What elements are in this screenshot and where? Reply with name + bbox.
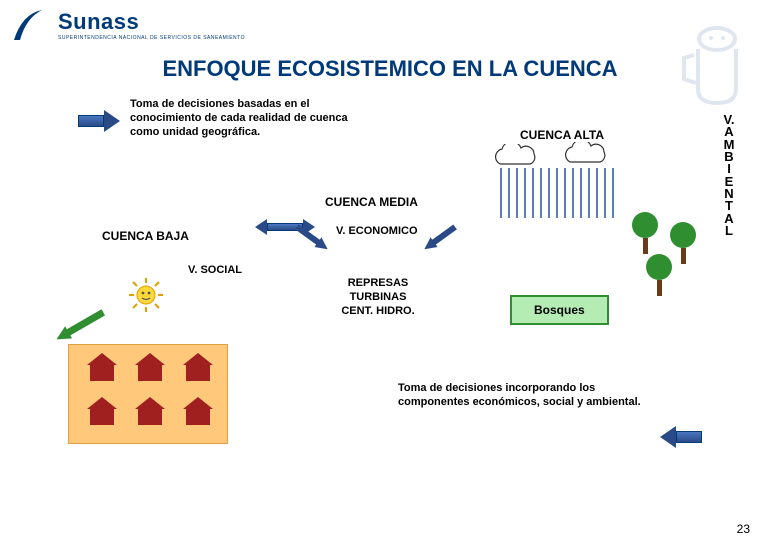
cloud-left [490, 144, 544, 170]
tree-icon [670, 222, 696, 264]
label-cuenca-alta: CUENCA ALTA [520, 128, 604, 142]
label-cuenca-media: CUENCA MEDIA [325, 195, 418, 209]
diagram: Toma de decisiones basadas en el conocim… [0, 82, 780, 542]
tree-icon [632, 212, 658, 254]
village [68, 344, 228, 444]
arrow-diag-2 [420, 220, 464, 259]
sun-icon [128, 277, 164, 313]
label-v-economico: V. ECONOMICO [336, 225, 418, 237]
rain-icon [500, 168, 614, 218]
arrow-intro [78, 110, 120, 132]
page-title: ENFOQUE ECOSISTEMICO EN LA CUENCA [0, 56, 780, 82]
intro-text: Toma de decisiones basadas en el conocim… [130, 98, 380, 139]
cloud-right [560, 142, 614, 168]
logo-swoosh [12, 8, 52, 42]
conclusion-text: Toma de decisiones incorporando los comp… [398, 382, 648, 410]
label-v-ambiental: V.AMBIENTAL [722, 114, 736, 237]
page-number: 23 [737, 522, 750, 536]
bosques-box: Bosques [510, 295, 609, 325]
label-v-social: V. SOCIAL [188, 264, 242, 276]
label-represas: REPRESAS TURBINAS CENT. HIDRO. [318, 277, 438, 318]
arrow-conclusion [660, 426, 702, 448]
label-cuenca-baja: CUENCA BAJA [102, 229, 189, 243]
header: Sunass SUPERINTENDENCIA NACIONAL DE SERV… [0, 0, 780, 50]
logo-name: Sunass [58, 9, 245, 35]
logo-subtitle: SUPERINTENDENCIA NACIONAL DE SERVICIOS D… [58, 35, 245, 41]
tree-icon [646, 254, 672, 296]
